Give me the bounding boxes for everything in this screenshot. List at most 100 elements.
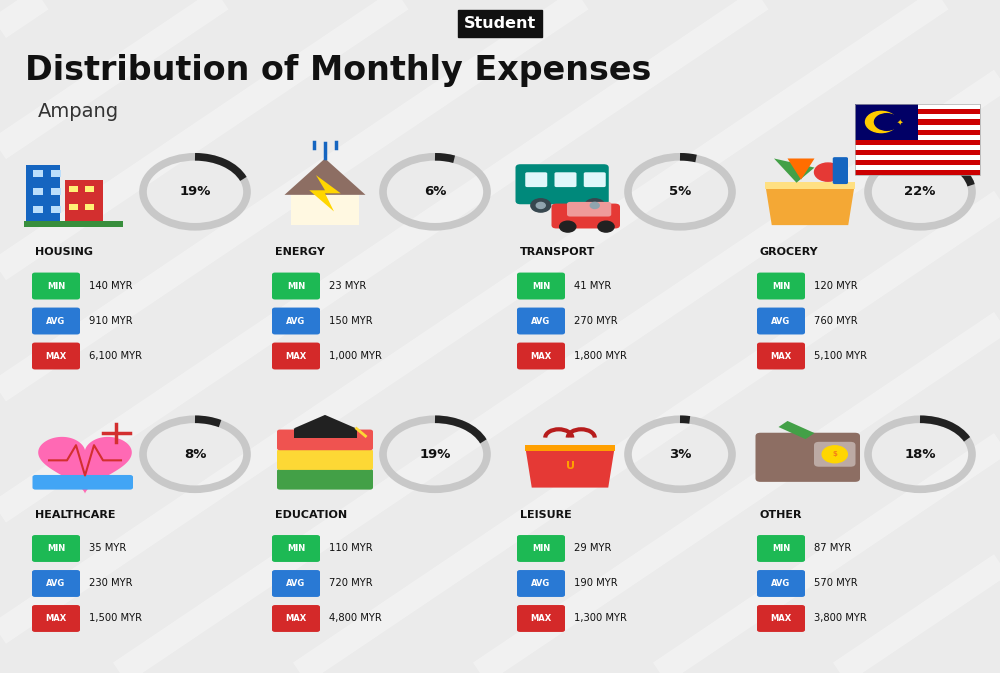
Polygon shape	[525, 446, 615, 487]
FancyBboxPatch shape	[855, 129, 980, 135]
FancyBboxPatch shape	[855, 110, 980, 114]
Circle shape	[585, 199, 605, 212]
Text: HOUSING: HOUSING	[35, 248, 93, 257]
Polygon shape	[285, 159, 366, 195]
FancyBboxPatch shape	[32, 475, 133, 490]
Text: MAX: MAX	[770, 351, 792, 361]
Text: Student: Student	[464, 16, 536, 31]
Text: 3%: 3%	[669, 448, 691, 461]
FancyBboxPatch shape	[517, 535, 565, 562]
FancyBboxPatch shape	[272, 308, 320, 334]
Polygon shape	[788, 159, 814, 180]
FancyBboxPatch shape	[517, 343, 565, 369]
FancyBboxPatch shape	[32, 308, 80, 334]
Text: 1,800 MYR: 1,800 MYR	[574, 351, 627, 361]
FancyBboxPatch shape	[517, 273, 565, 299]
Text: 910 MYR: 910 MYR	[89, 316, 133, 326]
Text: MAX: MAX	[45, 351, 67, 361]
Circle shape	[560, 221, 576, 232]
Text: ENERGY: ENERGY	[275, 248, 325, 257]
FancyBboxPatch shape	[855, 114, 980, 120]
Text: MAX: MAX	[285, 351, 307, 361]
Circle shape	[866, 112, 897, 133]
FancyBboxPatch shape	[855, 150, 980, 155]
Text: U: U	[566, 462, 575, 471]
FancyBboxPatch shape	[757, 605, 805, 632]
Text: 19%: 19%	[419, 448, 451, 461]
Text: 41 MYR: 41 MYR	[574, 281, 611, 291]
Text: MIN: MIN	[772, 281, 790, 291]
Circle shape	[590, 203, 599, 209]
FancyBboxPatch shape	[32, 535, 80, 562]
FancyBboxPatch shape	[272, 273, 320, 299]
Text: 29 MYR: 29 MYR	[574, 544, 611, 553]
FancyBboxPatch shape	[855, 140, 980, 145]
Polygon shape	[779, 421, 824, 446]
FancyBboxPatch shape	[525, 172, 547, 187]
Text: 35 MYR: 35 MYR	[89, 544, 126, 553]
Text: 110 MYR: 110 MYR	[329, 544, 373, 553]
FancyBboxPatch shape	[33, 207, 43, 213]
FancyBboxPatch shape	[855, 135, 980, 140]
FancyBboxPatch shape	[855, 125, 980, 129]
FancyBboxPatch shape	[855, 145, 980, 150]
Text: MIN: MIN	[532, 544, 550, 553]
FancyBboxPatch shape	[85, 204, 94, 210]
Text: Ampang: Ampang	[38, 102, 119, 120]
FancyBboxPatch shape	[277, 429, 373, 450]
FancyBboxPatch shape	[33, 188, 43, 195]
Text: 18%: 18%	[904, 448, 936, 461]
FancyBboxPatch shape	[517, 308, 565, 334]
Text: 1,000 MYR: 1,000 MYR	[329, 351, 382, 361]
FancyBboxPatch shape	[584, 172, 606, 187]
Text: AVG: AVG	[771, 579, 791, 588]
FancyBboxPatch shape	[833, 157, 848, 184]
Text: TRANSPORT: TRANSPORT	[520, 248, 595, 257]
Text: EDUCATION: EDUCATION	[275, 510, 347, 520]
Text: MIN: MIN	[532, 281, 550, 291]
Text: 8%: 8%	[184, 448, 206, 461]
FancyBboxPatch shape	[756, 433, 860, 482]
FancyBboxPatch shape	[272, 570, 320, 597]
FancyBboxPatch shape	[277, 450, 373, 470]
FancyBboxPatch shape	[855, 104, 980, 109]
Text: 5%: 5%	[669, 185, 691, 199]
FancyBboxPatch shape	[552, 203, 620, 229]
Text: AVG: AVG	[531, 316, 551, 326]
FancyBboxPatch shape	[757, 273, 805, 299]
FancyBboxPatch shape	[272, 605, 320, 632]
FancyBboxPatch shape	[757, 570, 805, 597]
Text: MIN: MIN	[772, 544, 790, 553]
Polygon shape	[294, 415, 357, 436]
Text: 87 MYR: 87 MYR	[814, 544, 851, 553]
FancyBboxPatch shape	[272, 343, 320, 369]
FancyBboxPatch shape	[32, 570, 80, 597]
Text: LEISURE: LEISURE	[520, 510, 572, 520]
Circle shape	[815, 163, 842, 181]
FancyBboxPatch shape	[757, 535, 805, 562]
Text: $: $	[832, 452, 837, 457]
Polygon shape	[38, 437, 132, 494]
Polygon shape	[765, 183, 855, 225]
FancyBboxPatch shape	[24, 221, 123, 227]
Text: 6,100 MYR: 6,100 MYR	[89, 351, 142, 361]
Text: 22%: 22%	[904, 185, 936, 199]
Text: 140 MYR: 140 MYR	[89, 281, 132, 291]
FancyBboxPatch shape	[85, 186, 94, 192]
FancyBboxPatch shape	[51, 188, 61, 195]
FancyBboxPatch shape	[757, 308, 805, 334]
FancyBboxPatch shape	[272, 535, 320, 562]
Text: OTHER: OTHER	[760, 510, 802, 520]
Text: MIN: MIN	[287, 544, 305, 553]
Circle shape	[598, 221, 614, 232]
FancyBboxPatch shape	[525, 445, 615, 452]
FancyBboxPatch shape	[32, 343, 80, 369]
FancyBboxPatch shape	[32, 605, 80, 632]
Text: 1,300 MYR: 1,300 MYR	[574, 614, 627, 623]
FancyBboxPatch shape	[26, 165, 60, 225]
FancyBboxPatch shape	[69, 204, 78, 210]
Text: 4,800 MYR: 4,800 MYR	[329, 614, 382, 623]
Text: ✦: ✦	[897, 118, 903, 127]
Text: AVG: AVG	[771, 316, 791, 326]
Polygon shape	[309, 175, 341, 211]
